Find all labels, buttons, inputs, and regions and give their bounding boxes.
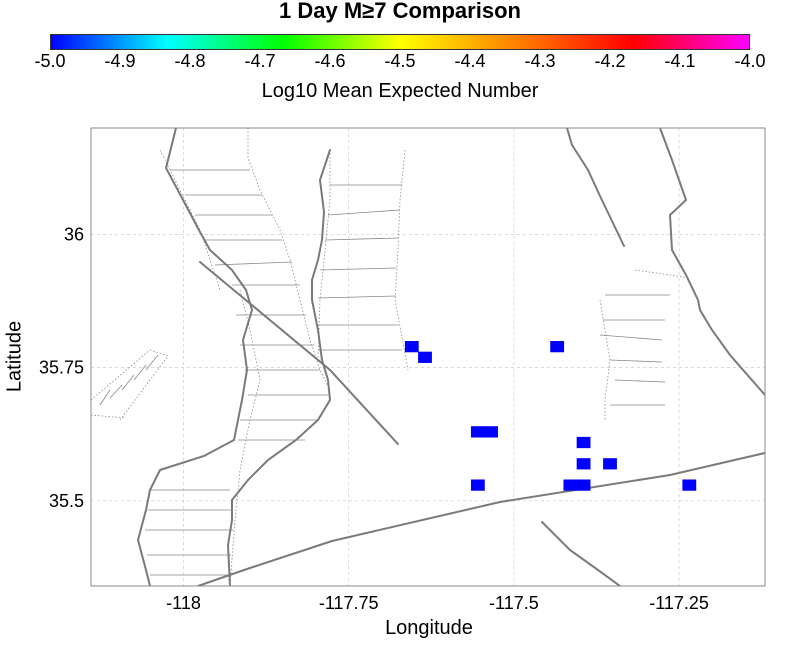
fault-traces [136,128,765,586]
colorbar-tick-label: -4.5 [384,51,416,71]
gridlines [91,128,765,586]
colorbar-tick-label: -4.1 [664,51,696,71]
forecast-cell [550,341,565,353]
colorbar-tick-label: -4.8 [174,51,206,71]
colorbar-tick-label: -5.0 [34,51,66,71]
colorbar-tick-label: -4.6 [314,51,346,71]
y-tick-label: 35.5 [49,491,84,511]
forecast-cell [682,479,697,491]
colorbar-tick-label: -4.9 [104,51,136,71]
forecast-cell [576,458,591,470]
forecast-cell [603,458,617,470]
x-axis-label: Longitude [385,617,473,639]
forecast-cell [470,479,485,491]
y-axis-ticks: 35.5 35.75 36 [39,225,84,511]
chart-title: 1 Day M≥7 Comparison [279,0,521,23]
colorbar [50,34,750,50]
x-tick-label: -117.75 [319,593,379,613]
forecast-cell [418,351,432,363]
colorbar-tick-label: -4.7 [244,51,276,71]
x-tick-label: -117.25 [649,593,709,613]
y-tick-label: 35.75 [39,358,84,378]
forecast-cell [470,426,485,438]
forecast-cell [484,426,498,438]
fault-hatch [99,169,670,576]
fault-map [91,128,765,586]
y-tick-label: 36 [64,225,84,245]
y-axis-label: Latitude [3,320,26,393]
forecast-cell [576,436,591,449]
x-axis-ticks: -118 -117.75 -117.5 -117.25 [166,593,709,613]
colorbar-tick-label: -4.4 [454,51,486,71]
plot-frame [90,127,766,587]
x-tick-label: -118 [166,593,201,613]
forecast-cell [576,479,591,491]
colorbar-tick-label: -4.0 [734,51,766,71]
colorbar-tick-label: -4.3 [524,51,556,71]
forecast-cell [404,341,419,353]
forecast-cell [563,479,578,491]
colorbar-tick-label: -4.2 [594,51,626,71]
x-tick-label: -117.5 [489,593,539,613]
forecast-cells [404,341,697,491]
colorbar-label: Log10 Mean Expected Number [261,80,539,102]
